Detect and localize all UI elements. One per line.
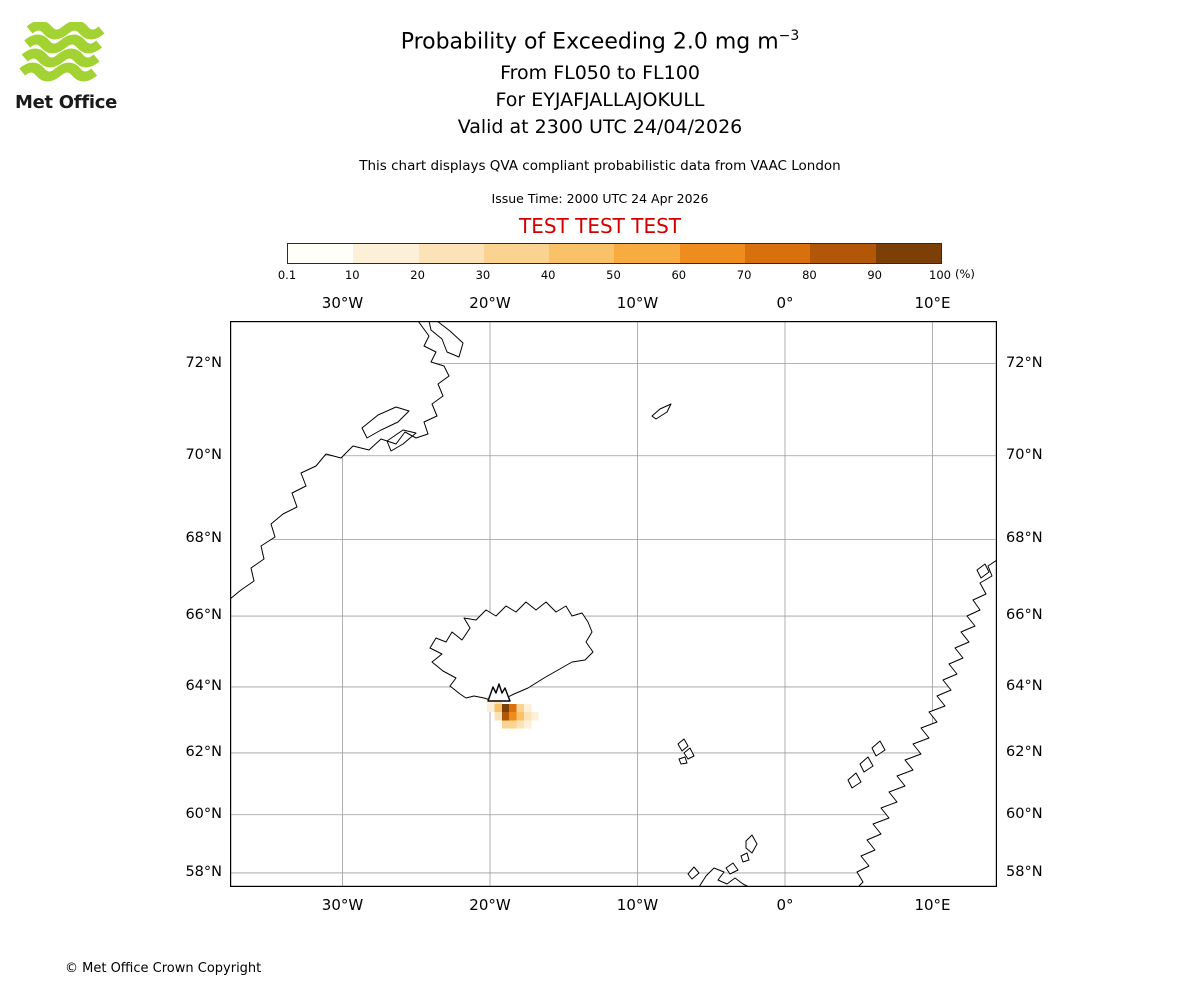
lon-tick-label-top: 10°E bbox=[914, 294, 951, 312]
colorbar-tick-label: 100 bbox=[929, 268, 951, 282]
issue-time: Issue Time: 2000 UTC 24 Apr 2026 bbox=[491, 191, 709, 206]
lat-tick-label-right: 66°N bbox=[1006, 607, 1043, 624]
plume-cell bbox=[479, 695, 488, 704]
map bbox=[230, 321, 997, 887]
colorbar-segment bbox=[679, 244, 746, 263]
flight-level-line: From FL050 to FL100 bbox=[500, 62, 700, 84]
lon-tick-label-bottom: 10°W bbox=[616, 896, 659, 914]
colorbar-segment bbox=[875, 244, 941, 263]
lat-tick-label-right: 64°N bbox=[1006, 677, 1043, 694]
plume-cell bbox=[516, 712, 524, 721]
met-office-wordmark: Met Office bbox=[15, 92, 118, 113]
colorbar-tick-label: 30 bbox=[475, 268, 491, 282]
lat-tick-label-left: 64°N bbox=[185, 677, 222, 694]
plume-cell bbox=[516, 728, 524, 737]
lat-tick-label-right: 62°N bbox=[1006, 743, 1043, 760]
colorbar-segment bbox=[353, 244, 419, 263]
plume-cell bbox=[523, 712, 532, 721]
lat-tick-label-right: 60°N bbox=[1006, 805, 1043, 822]
lat-tick-label-right: 58°N bbox=[1006, 863, 1043, 880]
plume-cell bbox=[516, 703, 524, 713]
qva-note: This chart displays QVA compliant probab… bbox=[359, 158, 841, 174]
plume-cell bbox=[501, 720, 510, 729]
colorbar bbox=[287, 243, 942, 264]
plume-cell bbox=[509, 703, 517, 713]
colorbar-tick-label: 20 bbox=[410, 268, 425, 282]
lon-tick-label-bottom: 20°W bbox=[469, 896, 511, 914]
valid-time-line: Valid at 2300 UTC 24/04/2026 bbox=[457, 116, 743, 138]
lon-tick-label-top: 10°W bbox=[616, 294, 659, 312]
colorbar-segment bbox=[418, 244, 484, 263]
colorbar-tick-label: 10 bbox=[344, 268, 360, 282]
lat-tick-label-right: 68°N bbox=[1006, 530, 1043, 547]
lon-tick-label-top: 0° bbox=[776, 294, 794, 312]
colorbar-tick-label: 90 bbox=[867, 268, 883, 282]
colorbar-segment bbox=[288, 244, 354, 263]
colorbar-segment bbox=[549, 244, 615, 263]
lat-tick-label-left: 68°N bbox=[185, 530, 222, 547]
plume-cell bbox=[509, 712, 517, 721]
lat-tick-label-right: 70°N bbox=[1006, 446, 1043, 463]
map-border bbox=[230, 321, 997, 887]
met-office-logo-icon bbox=[19, 20, 105, 82]
lat-tick-label-right: 72°N bbox=[1006, 354, 1043, 371]
lon-tick-label-bottom: 30°W bbox=[321, 896, 364, 914]
colorbar-tick-label: 70 bbox=[736, 268, 752, 282]
plume-cell bbox=[501, 703, 510, 713]
plume-cell bbox=[516, 720, 524, 729]
met-office-logo: Met Office bbox=[15, 20, 125, 113]
lat-tick-label-left: 60°N bbox=[185, 805, 222, 822]
plume-cell bbox=[501, 712, 510, 721]
volcano-marker-icon bbox=[487, 683, 511, 702]
lat-tick-label-left: 58°N bbox=[185, 863, 222, 880]
plume-cell bbox=[509, 720, 517, 729]
colorbar-ticks: 0.1 10 20 30 40 50 60 70 80 90 100 bbox=[278, 268, 951, 284]
volcano-name-line: For EYJAFJALLAJOKULL bbox=[495, 89, 705, 111]
title-superscript: −3 bbox=[778, 28, 800, 44]
plume-cell bbox=[487, 703, 495, 713]
colorbar-tick-label: 80 bbox=[802, 268, 817, 282]
colorbar-segment bbox=[614, 244, 680, 263]
colorbar-tick-label: 40 bbox=[540, 268, 556, 282]
plume-cell bbox=[494, 703, 502, 713]
test-banner: TEST TEST TEST bbox=[518, 214, 681, 238]
plume-cell bbox=[523, 720, 532, 729]
plume-cell bbox=[523, 703, 532, 713]
colorbar-unit: (%) bbox=[955, 267, 975, 281]
plume-cell bbox=[531, 712, 539, 721]
colorbar-segment bbox=[810, 244, 876, 263]
chart-title: Probability of Exceeding 2.0 mg m−3 bbox=[400, 28, 800, 55]
lon-tick-label-top: 20°W bbox=[469, 294, 511, 312]
ash-plume-layer bbox=[479, 695, 539, 737]
land-fill-layer bbox=[230, 321, 997, 887]
lon-tick-label-bottom: 10°E bbox=[914, 896, 951, 914]
plume-cell bbox=[494, 712, 502, 721]
colorbar-tick-label: 0.1 bbox=[277, 268, 297, 282]
colorbar-tick-label: 60 bbox=[671, 268, 687, 282]
lat-tick-label-left: 70°N bbox=[185, 446, 222, 463]
lat-tick-label-left: 72°N bbox=[185, 354, 222, 371]
lon-tick-label-bottom: 0° bbox=[776, 896, 794, 914]
colorbar-segment bbox=[745, 244, 811, 263]
map-grid-layer bbox=[230, 321, 997, 887]
lon-tick-label-top: 30°W bbox=[321, 294, 364, 312]
copyright-note: © Met Office Crown Copyright bbox=[65, 961, 262, 976]
lat-tick-label-left: 66°N bbox=[185, 607, 222, 624]
colorbar-segment bbox=[483, 244, 550, 263]
lat-tick-label-left: 62°N bbox=[185, 743, 222, 760]
plume-cell bbox=[509, 728, 517, 737]
legend: 0.1 10 20 30 40 50 60 70 80 90 100 (%) bbox=[278, 243, 975, 284]
colorbar-tick-label: 50 bbox=[606, 268, 621, 282]
